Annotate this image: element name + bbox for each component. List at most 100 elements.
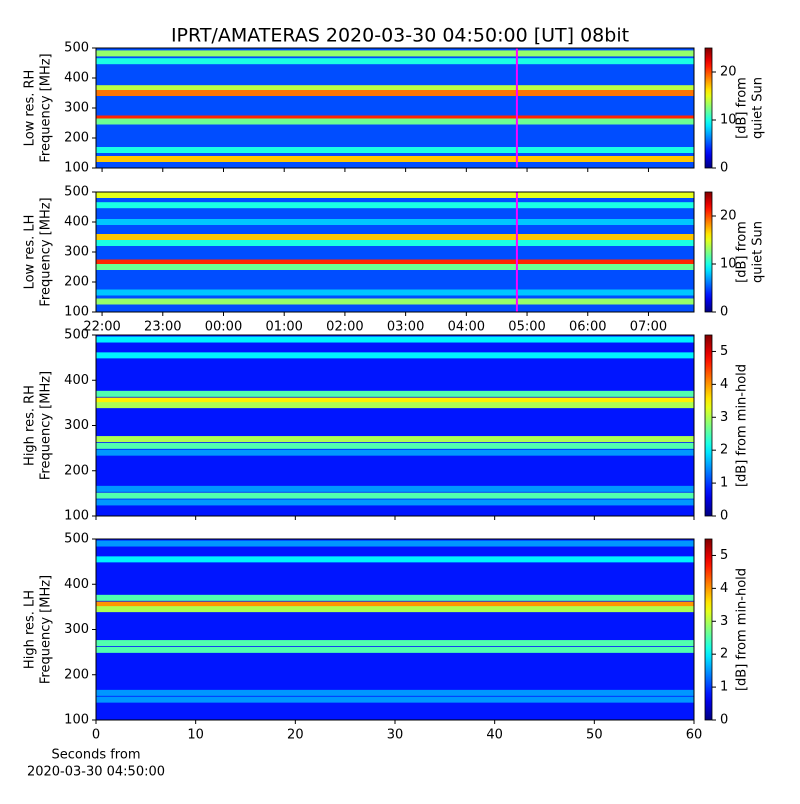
heatmap-band [96,352,694,359]
x-tick-label: 03:00 [387,320,424,335]
heatmap-band [96,397,694,404]
colorbar-tick-label: 3 [720,410,728,425]
colorbar-tick-label: 0 [720,509,728,524]
y-tick-label: 500 [64,532,89,547]
y-tick-label: 300 [64,245,89,260]
colorbar-tick-label: 5 [720,344,728,359]
y-axis-label: Frequency [MHz] [39,371,54,480]
y-tick-label: 300 [64,101,89,116]
colorbar-tick-label: 2 [720,647,728,662]
heatmap-band [96,436,694,443]
y-tick-label: 100 [64,161,89,176]
colorbar-tick-label: 0 [720,713,728,728]
y-tick-label: 100 [64,305,89,320]
y-axis-label: Frequency [MHz] [39,575,54,684]
colorbar-tick-label: 4 [720,581,728,596]
y-tick-label: 500 [64,41,89,56]
y-tick-label: 200 [64,131,89,146]
colorbar [704,191,713,313]
heatmap-background [96,335,694,516]
x-axis-label: Seconds from [51,748,140,763]
colorbar-label: [dB] from [735,77,750,139]
heatmap-band [96,606,694,613]
colorbar-tick-label: 1 [720,680,728,695]
x-tick-label: 05:00 [508,320,545,335]
x-tick-label: 06:00 [569,320,606,335]
y-tick-label: 400 [64,577,89,592]
y-axis-label: Frequency [MHz] [39,197,54,306]
heatmap-band [96,696,694,703]
heatmap-band [96,646,694,653]
heatmap-band [96,85,694,92]
x-tick-label: 50 [586,728,603,743]
heatmap-band [96,442,694,449]
colorbar-tick-label: 0 [720,305,728,320]
colorbar-label: [dB] from min-hold [735,568,750,691]
colorbar-tick-label: 4 [720,377,728,392]
heatmap-band [96,492,694,499]
x-axis-label: 2020-03-30 04:50:00 [27,765,165,780]
x-tick-label: 60 [686,728,703,743]
colorbar-tick-label: 10 [720,113,737,128]
x-tick-label: 20 [287,728,304,743]
y-tick-label: 200 [64,463,89,478]
heatmap-band [96,289,694,296]
y-axis-label: Low res. LH [23,215,38,290]
y-tick-label: 300 [64,418,89,433]
y-axis-label: High res. LH [23,590,38,669]
colorbar-tick-label: 3 [720,614,728,629]
x-tick-label: 00:00 [205,320,242,335]
heatmap-band [96,259,694,266]
heatmap-band [96,219,694,225]
colorbar-label: quiet Sun [751,221,766,283]
heatmap-band [96,402,694,409]
heatmap-band [96,192,694,198]
x-tick-label: 04:00 [448,320,485,335]
colorbar-tick-label: 10 [720,257,737,272]
heatmap-band [96,202,694,209]
heatmap-band [96,540,694,547]
heatmap-band [96,118,694,125]
colorbar-label: [dB] from [735,221,750,283]
colorbar [704,334,713,517]
heatmap-background [96,539,694,720]
y-tick-label: 400 [64,215,89,230]
heatmap-band [96,601,694,608]
colorbar-tick-label: 5 [720,548,728,563]
x-tick-label: 0 [92,728,100,743]
heatmap-band [96,485,694,492]
heatmap-band [96,390,694,397]
heatmap-band [96,556,694,563]
y-tick-label: 200 [64,275,89,290]
x-tick-label: 40 [486,728,503,743]
heatmap-band [96,298,694,305]
y-tick-label: 300 [64,622,89,637]
colorbar-tick-label: 20 [720,209,737,224]
y-axis-label: Low res. RH [23,70,38,147]
heatmap-band [96,234,694,240]
colorbar-label: [dB] from min-hold [735,364,750,487]
x-tick-label: 22:00 [83,320,120,335]
y-tick-label: 200 [64,667,89,682]
y-tick-label: 400 [64,373,89,388]
heatmap-band [96,499,694,506]
heatmap-band [96,240,694,246]
colorbar [704,538,713,721]
heatmap-band [96,640,694,647]
colorbar-tick-label: 2 [720,443,728,458]
x-tick-label: 23:00 [144,320,181,335]
y-axis-label: High res. RH [23,385,38,466]
x-tick-label: 02:00 [326,320,363,335]
y-axis-label: Frequency [MHz] [39,53,54,162]
x-tick-label: 07:00 [630,320,667,335]
y-tick-label: 100 [64,713,89,728]
y-tick-label: 400 [64,71,89,86]
colorbar-label: quiet Sun [751,77,766,139]
y-tick-label: 500 [64,185,89,200]
colorbar-tick-label: 0 [720,161,728,176]
figure-title: IPRT/AMATERAS 2020-03-30 04:50:00 [UT] 0… [171,25,629,47]
heatmap-band [96,689,694,696]
x-tick-label: 30 [387,728,404,743]
x-tick-label: 01:00 [265,320,302,335]
